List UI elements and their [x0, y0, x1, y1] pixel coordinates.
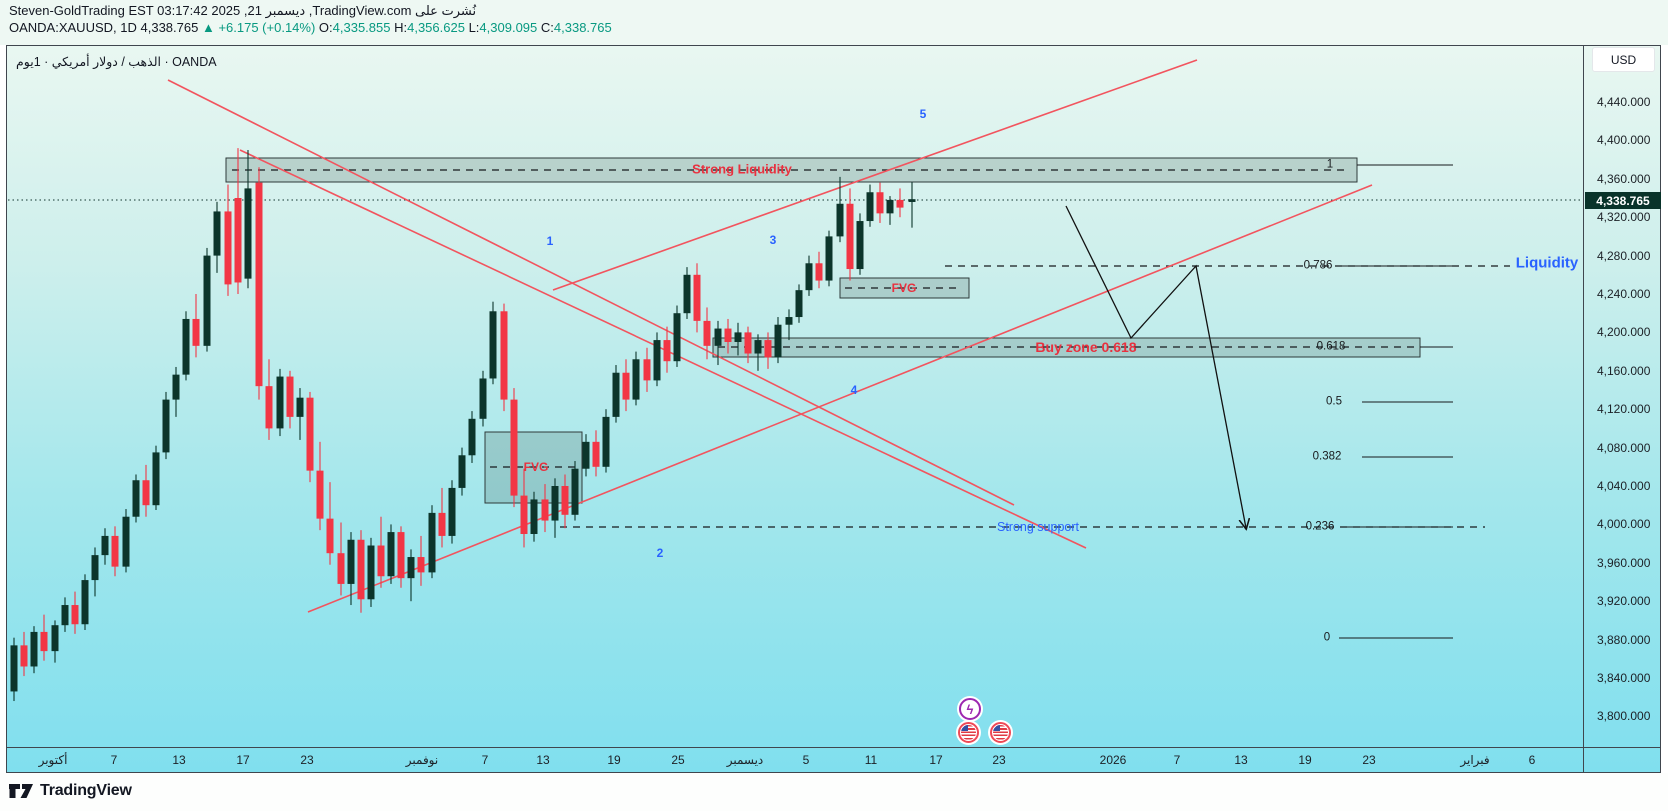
time-tick-label: 6	[1528, 753, 1536, 767]
time-tick-label: 7	[110, 753, 118, 767]
wave-label-1[interactable]: 1	[546, 234, 554, 248]
price-tick-label: 4,200.000	[1597, 325, 1651, 339]
price-tick-label: 3,800.000	[1597, 709, 1651, 723]
price-tick-label: 4,160.000	[1597, 364, 1651, 378]
price-tick-label: 4,040.000	[1597, 479, 1651, 493]
bottom-strip	[0, 773, 1668, 811]
currency-usd-button[interactable]: USD	[1592, 47, 1655, 72]
time-tick-label: 19	[607, 753, 621, 767]
time-tick-label: 13	[536, 753, 550, 767]
strong-liquidity-title[interactable]: Strong Liquidity	[692, 161, 792, 177]
time-tick-label: نوفمبر	[405, 753, 439, 767]
time-tick-label: 2026	[1099, 753, 1127, 767]
price-tick-label: 4,360.000	[1597, 172, 1651, 186]
us-flag-graphic	[961, 725, 976, 740]
ohlc-key: H:	[390, 20, 408, 35]
strong-support-label[interactable]: Strong support	[997, 519, 1079, 534]
price-tick-label: 3,920.000	[1597, 594, 1651, 608]
ohlc-key: C:	[537, 20, 554, 35]
time-tick-label: 23	[1362, 753, 1376, 767]
tradingview-logo-icon	[9, 784, 33, 798]
time-tick-label: فبراير	[1460, 753, 1490, 767]
economic-event-lightning-icon[interactable]: ϟ	[959, 698, 981, 720]
last-price-axis-tag: 4,338.765	[1585, 192, 1661, 209]
fib-ratio-label-0.786: 0.786	[1303, 259, 1333, 272]
ohlc-key: L:	[464, 20, 480, 35]
time-tick-label: 13	[172, 753, 186, 767]
fib-ratio-label-0.382: 0.382	[1312, 450, 1342, 463]
wave-label-4[interactable]: 4	[850, 383, 858, 397]
publish-info-line: Steven-GoldTrading EST 03:17:42 2025 ,21…	[9, 3, 477, 18]
time-tick-label: ديسمبر	[726, 753, 764, 767]
fib-ratio-label-0.5: 0.5	[1326, 395, 1342, 408]
buy-zone-title[interactable]: Buy zone 0.618	[1035, 339, 1137, 355]
top-strip	[0, 0, 1668, 45]
fib-ratio-label-1: 1	[1326, 158, 1334, 171]
price-tick-label: 3,960.000	[1597, 556, 1651, 570]
symbol-name: OANDA:XAUUSD, 1D	[9, 20, 137, 35]
ohlc-value: 4,356.625	[407, 20, 465, 35]
price-axis-divider	[1583, 45, 1584, 773]
time-axis-divider	[6, 747, 1661, 748]
price-tick-label: 4,120.000	[1597, 402, 1651, 416]
price-tick-label: 4,400.000	[1597, 133, 1651, 147]
fvg-1-label[interactable]: FVG	[523, 460, 549, 474]
price-tick-label: 3,840.000	[1597, 671, 1651, 685]
symbol-info-line: OANDA:XAUUSD, 1D 4,338.765 ▲ +6.175 (+0.…	[9, 20, 612, 35]
us-flag-event-icon[interactable]	[990, 722, 1011, 743]
fib-ratio-label-0.236: 0.236	[1305, 520, 1335, 533]
time-tick-label: 11	[864, 753, 878, 767]
tradingview-logo-text: TradingView	[40, 782, 132, 799]
wave-label-2[interactable]: 2	[656, 546, 664, 560]
time-tick-label: 19	[1298, 753, 1312, 767]
time-tick-label: 25	[671, 753, 685, 767]
time-tick-label: 17	[929, 753, 943, 767]
time-tick-label: أكتوبر	[38, 753, 68, 767]
time-tick-label: 23	[300, 753, 314, 767]
time-tick-label: 17	[236, 753, 250, 767]
price-tick-label: 3,880.000	[1597, 633, 1651, 647]
time-tick-label: 7	[481, 753, 489, 767]
change-text: ▲ +6.175 (+0.14%)	[201, 20, 316, 35]
price-tick-label: 4,000.000	[1597, 517, 1651, 531]
fvg-2-label[interactable]: FVG	[891, 281, 917, 295]
time-tick-label: 5	[802, 753, 810, 767]
time-tick-label: 7	[1173, 753, 1181, 767]
fib-ratio-label-0.618: 0.618	[1316, 340, 1346, 353]
us-flag-event-icon[interactable]	[958, 722, 979, 743]
ohlc-value: 4,309.095	[479, 20, 538, 35]
ohlc-value: 4,338.765	[553, 20, 612, 35]
price-tick-label: 4,080.000	[1597, 441, 1651, 455]
us-flag-graphic	[993, 725, 1008, 740]
time-tick-label: 13	[1234, 753, 1248, 767]
ohlc-key: O:	[315, 20, 333, 35]
chart-area[interactable]	[6, 45, 1661, 773]
wave-label-5[interactable]: 5	[919, 107, 927, 121]
price-tick-label: 4,240.000	[1597, 287, 1651, 301]
currency-label: USD	[1610, 52, 1637, 67]
last-price-text: 4,338.765	[140, 20, 199, 35]
price-tick-label: 4,280.000	[1597, 249, 1651, 263]
chart-legend[interactable]: يوم1 · الذهب / دولار أمريكي · OANDA	[16, 55, 217, 69]
ohlc-value: 4,335.855	[332, 20, 391, 35]
tradingview-logo[interactable]: TradingView	[8, 781, 132, 801]
price-tick-label: 4,320.000	[1597, 210, 1651, 224]
liquidity-label[interactable]: Liquidity	[1515, 254, 1579, 272]
price-tick-label: 4,440.000	[1597, 95, 1651, 109]
wave-label-3[interactable]: 3	[769, 233, 777, 247]
time-tick-label: 23	[992, 753, 1006, 767]
fib-ratio-label-0: 0	[1323, 631, 1331, 644]
